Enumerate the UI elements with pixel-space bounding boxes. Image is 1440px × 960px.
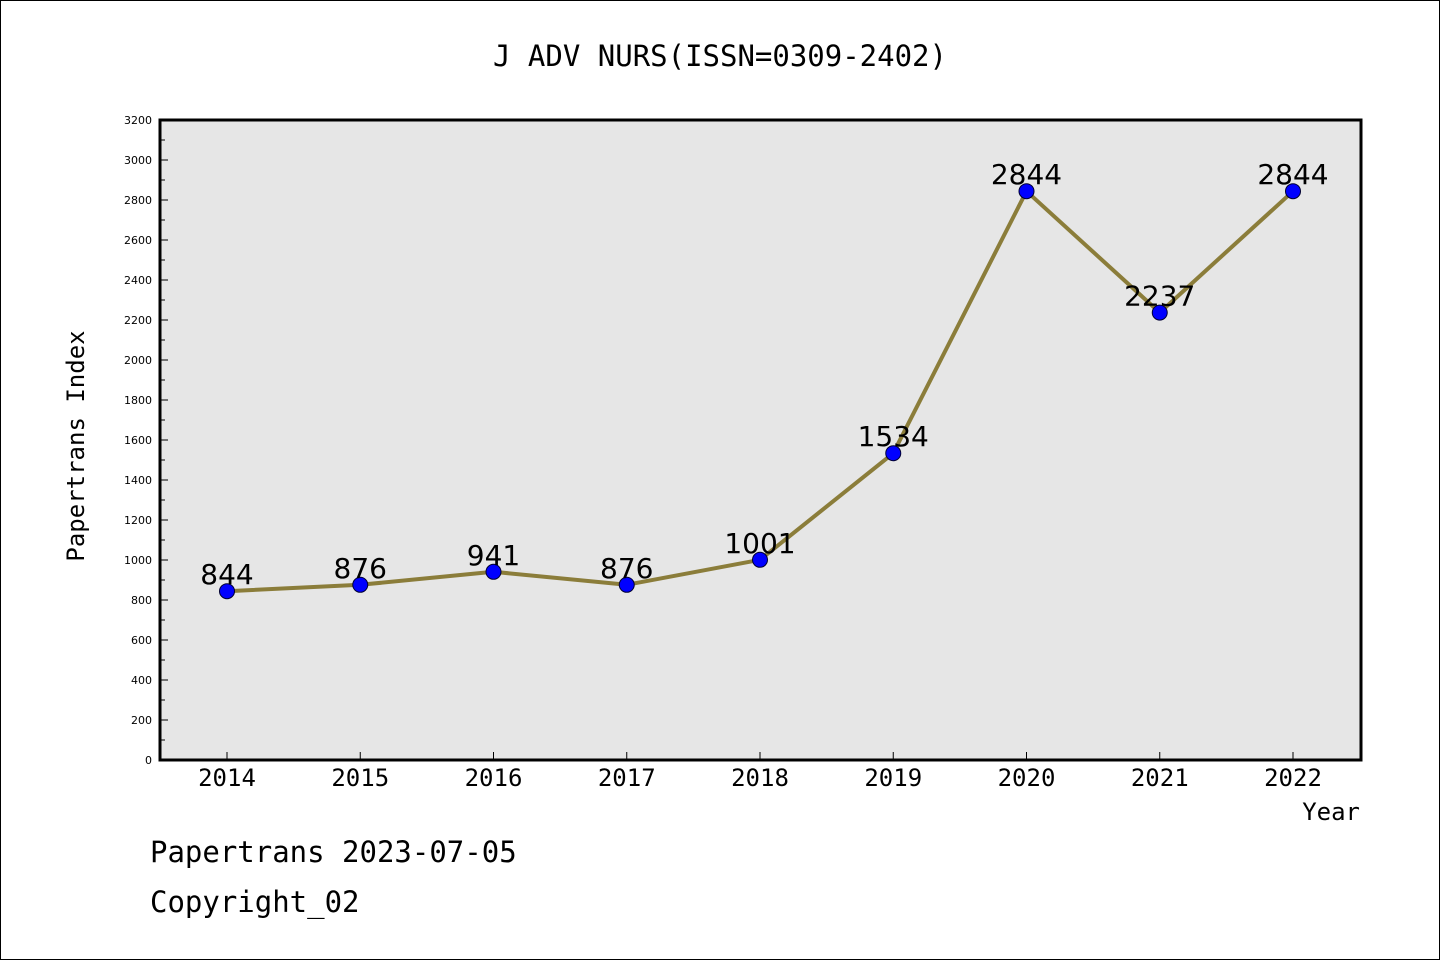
- y-tick-label: 1400: [124, 474, 152, 487]
- y-tick-label: 200: [131, 714, 152, 727]
- y-tick-label: 1600: [124, 434, 152, 447]
- chart-title: J ADV NURS(ISSN=0309-2402): [493, 39, 947, 73]
- data-label: 1534: [858, 420, 929, 453]
- footer-copyright: Copyright_02: [150, 885, 360, 919]
- data-label: 2844: [1257, 158, 1328, 191]
- plot-border: [158, 118, 1363, 762]
- y-tick-label: 400: [131, 674, 152, 687]
- y-tick-label: 1800: [124, 394, 152, 407]
- y-axis: 0 200 400 600 800 1000 1200 1400 1600 1800 2000 220…: [124, 114, 168, 767]
- y-tick-label: 2800: [124, 194, 152, 207]
- y-tick-label: 1000: [124, 554, 152, 567]
- data-label: 941: [467, 539, 520, 572]
- data-point: [219, 583, 235, 600]
- x-tick-label: 2019: [864, 764, 922, 792]
- series-group: 844 876 941 876 1001 1534 2844 2237 2844: [200, 158, 1329, 600]
- y-tick-label: 3000: [124, 154, 152, 167]
- y-tick-label: 800: [131, 594, 152, 607]
- data-point: [352, 576, 369, 593]
- data-point: [618, 576, 635, 593]
- data-point: [1018, 183, 1035, 200]
- x-tick-label: 2020: [998, 764, 1056, 792]
- data-point: [485, 563, 502, 580]
- x-tick-label: 2016: [465, 764, 523, 792]
- x-tick-label: 2021: [1131, 764, 1189, 792]
- x-tick-label: 2017: [598, 764, 656, 792]
- y-tick-label: 0: [145, 754, 152, 767]
- footer-date: Papertrans 2023-07-05: [150, 835, 517, 869]
- data-point: [885, 445, 902, 462]
- y-tick-label: 2400: [124, 274, 152, 287]
- x-tick-label: 2022: [1264, 764, 1322, 792]
- data-label: 2844: [991, 158, 1062, 191]
- data-point: [1285, 183, 1301, 200]
- data-point: [1151, 304, 1168, 321]
- y-tick-label: 600: [131, 634, 152, 647]
- data-label: 876: [600, 552, 653, 585]
- data-label: 876: [334, 552, 387, 585]
- y-axis-label: Papertrans Index: [62, 330, 90, 561]
- y-tick-label: 1200: [124, 514, 152, 527]
- data-label: 844: [200, 558, 253, 591]
- x-tick-label: 2014: [198, 764, 256, 792]
- y-tick-label: 2000: [124, 354, 152, 367]
- x-tick-label: 2018: [731, 764, 789, 792]
- x-tick-label: 2015: [331, 764, 389, 792]
- y-tick-label: 2200: [124, 314, 152, 327]
- x-axis-label: Year: [1302, 798, 1360, 826]
- x-axis: 2014 2015 2016 2017 2018 2019 2020 2021 2022: [198, 752, 1322, 792]
- y-tick-label: 2600: [124, 234, 152, 247]
- data-label: 1001: [724, 527, 795, 560]
- data-label: 2237: [1124, 280, 1195, 313]
- data-point: [752, 551, 768, 568]
- plot-area: [160, 120, 1361, 760]
- y-tick-label: 3200: [124, 114, 152, 127]
